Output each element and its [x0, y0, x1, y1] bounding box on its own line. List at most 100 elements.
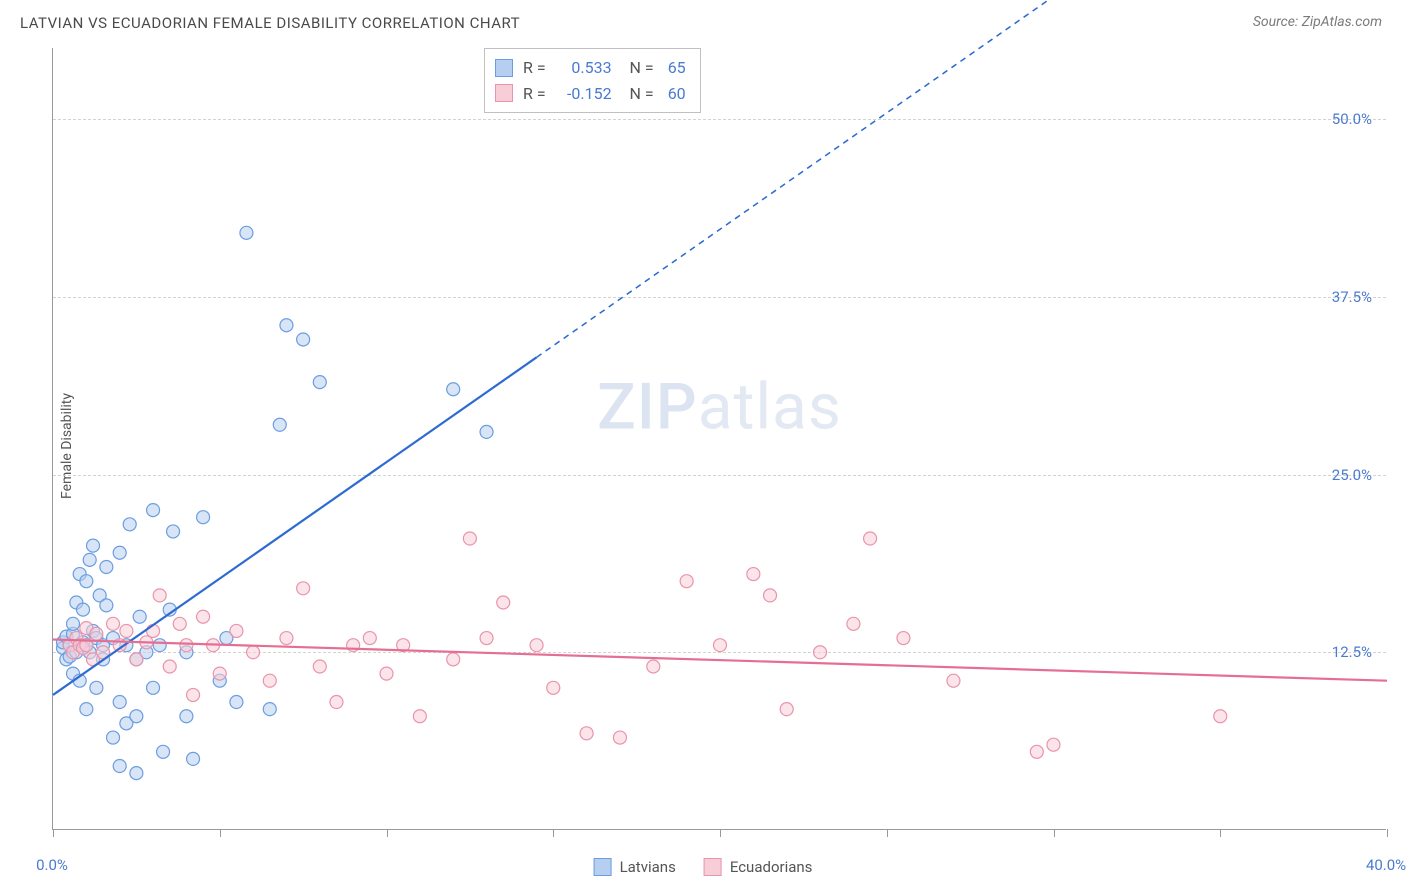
- data-point: [1214, 710, 1227, 723]
- legend-swatch: [704, 858, 722, 876]
- data-point: [363, 632, 376, 645]
- data-point: [80, 703, 93, 716]
- data-point: [480, 425, 493, 438]
- data-point: [107, 617, 120, 630]
- data-point: [180, 710, 193, 723]
- data-point: [313, 376, 326, 389]
- data-point: [330, 696, 343, 709]
- data-point: [680, 575, 693, 588]
- data-point: [280, 319, 293, 332]
- data-point: [380, 667, 393, 680]
- x-tick: [553, 829, 554, 837]
- data-point: [273, 418, 286, 431]
- data-point: [100, 560, 113, 573]
- data-point: [167, 525, 180, 538]
- data-point: [83, 553, 96, 566]
- data-point: [107, 731, 120, 744]
- data-point: [547, 681, 560, 694]
- x-tick: [1054, 829, 1055, 837]
- plot-svg: [53, 48, 1386, 829]
- data-point: [714, 639, 727, 652]
- data-point: [613, 731, 626, 744]
- data-point: [1030, 745, 1043, 758]
- data-point: [263, 674, 276, 687]
- regression-line-extrapolated: [537, 0, 1387, 357]
- legend-item: Ecuadorians: [704, 858, 813, 876]
- data-point: [87, 539, 100, 552]
- data-point: [90, 627, 103, 640]
- data-point: [297, 333, 310, 346]
- data-point: [280, 632, 293, 645]
- x-tick: [720, 829, 721, 837]
- x-tick: [53, 829, 54, 837]
- data-point: [447, 653, 460, 666]
- data-point: [230, 696, 243, 709]
- data-point: [447, 383, 460, 396]
- data-point: [157, 745, 170, 758]
- legend-item: Latvians: [594, 858, 676, 876]
- data-point: [1047, 738, 1060, 751]
- data-point: [313, 660, 326, 673]
- data-point: [113, 546, 126, 559]
- data-point: [130, 767, 143, 780]
- x-tick: [1220, 829, 1221, 837]
- data-point: [113, 696, 126, 709]
- data-point: [113, 760, 126, 773]
- legend-swatch: [594, 858, 612, 876]
- x-tick-label: 0.0%: [36, 856, 68, 874]
- data-point: [240, 226, 253, 239]
- source-attribution: Source: ZipAtlas.com: [1253, 14, 1382, 30]
- data-point: [247, 646, 260, 659]
- data-point: [747, 568, 760, 581]
- x-tick: [387, 829, 388, 837]
- data-point: [147, 681, 160, 694]
- data-point: [780, 703, 793, 716]
- data-point: [230, 624, 243, 637]
- data-point: [100, 599, 113, 612]
- legend-label: Ecuadorians: [730, 858, 813, 876]
- data-point: [897, 632, 910, 645]
- data-point: [947, 674, 960, 687]
- data-point: [463, 532, 476, 545]
- x-tick: [1387, 829, 1388, 837]
- data-point: [90, 681, 103, 694]
- chart-container: LATVIAN VS ECUADORIAN FEMALE DISABILITY …: [0, 0, 1406, 892]
- data-point: [814, 646, 827, 659]
- data-point: [163, 660, 176, 673]
- data-point: [173, 617, 186, 630]
- data-point: [120, 624, 133, 637]
- data-point: [480, 632, 493, 645]
- data-point: [580, 727, 593, 740]
- plot-area: ZIPatlas 12.5%25.0%37.5%50.0%: [52, 48, 1386, 830]
- x-tick: [887, 829, 888, 837]
- data-point: [530, 639, 543, 652]
- data-point: [130, 653, 143, 666]
- data-point: [187, 688, 200, 701]
- data-point: [77, 603, 90, 616]
- data-point: [67, 617, 80, 630]
- data-point: [153, 589, 166, 602]
- data-point: [130, 710, 143, 723]
- chart-title: LATVIAN VS ECUADORIAN FEMALE DISABILITY …: [20, 14, 520, 32]
- data-point: [147, 504, 160, 517]
- data-point: [197, 511, 210, 524]
- data-point: [263, 703, 276, 716]
- data-point: [187, 752, 200, 765]
- data-point: [847, 617, 860, 630]
- data-point: [153, 639, 166, 652]
- data-point: [647, 660, 660, 673]
- data-point: [180, 639, 193, 652]
- data-point: [123, 518, 136, 531]
- data-point: [413, 710, 426, 723]
- legend-bottom: Latvians Ecuadorians: [594, 858, 813, 876]
- data-point: [133, 610, 146, 623]
- legend-label: Latvians: [620, 858, 676, 876]
- data-point: [764, 589, 777, 602]
- x-tick: [220, 829, 221, 837]
- data-point: [197, 610, 210, 623]
- x-tick-label: 40.0%: [1366, 856, 1406, 874]
- data-point: [497, 596, 510, 609]
- data-point: [213, 667, 226, 680]
- data-point: [864, 532, 877, 545]
- data-point: [297, 582, 310, 595]
